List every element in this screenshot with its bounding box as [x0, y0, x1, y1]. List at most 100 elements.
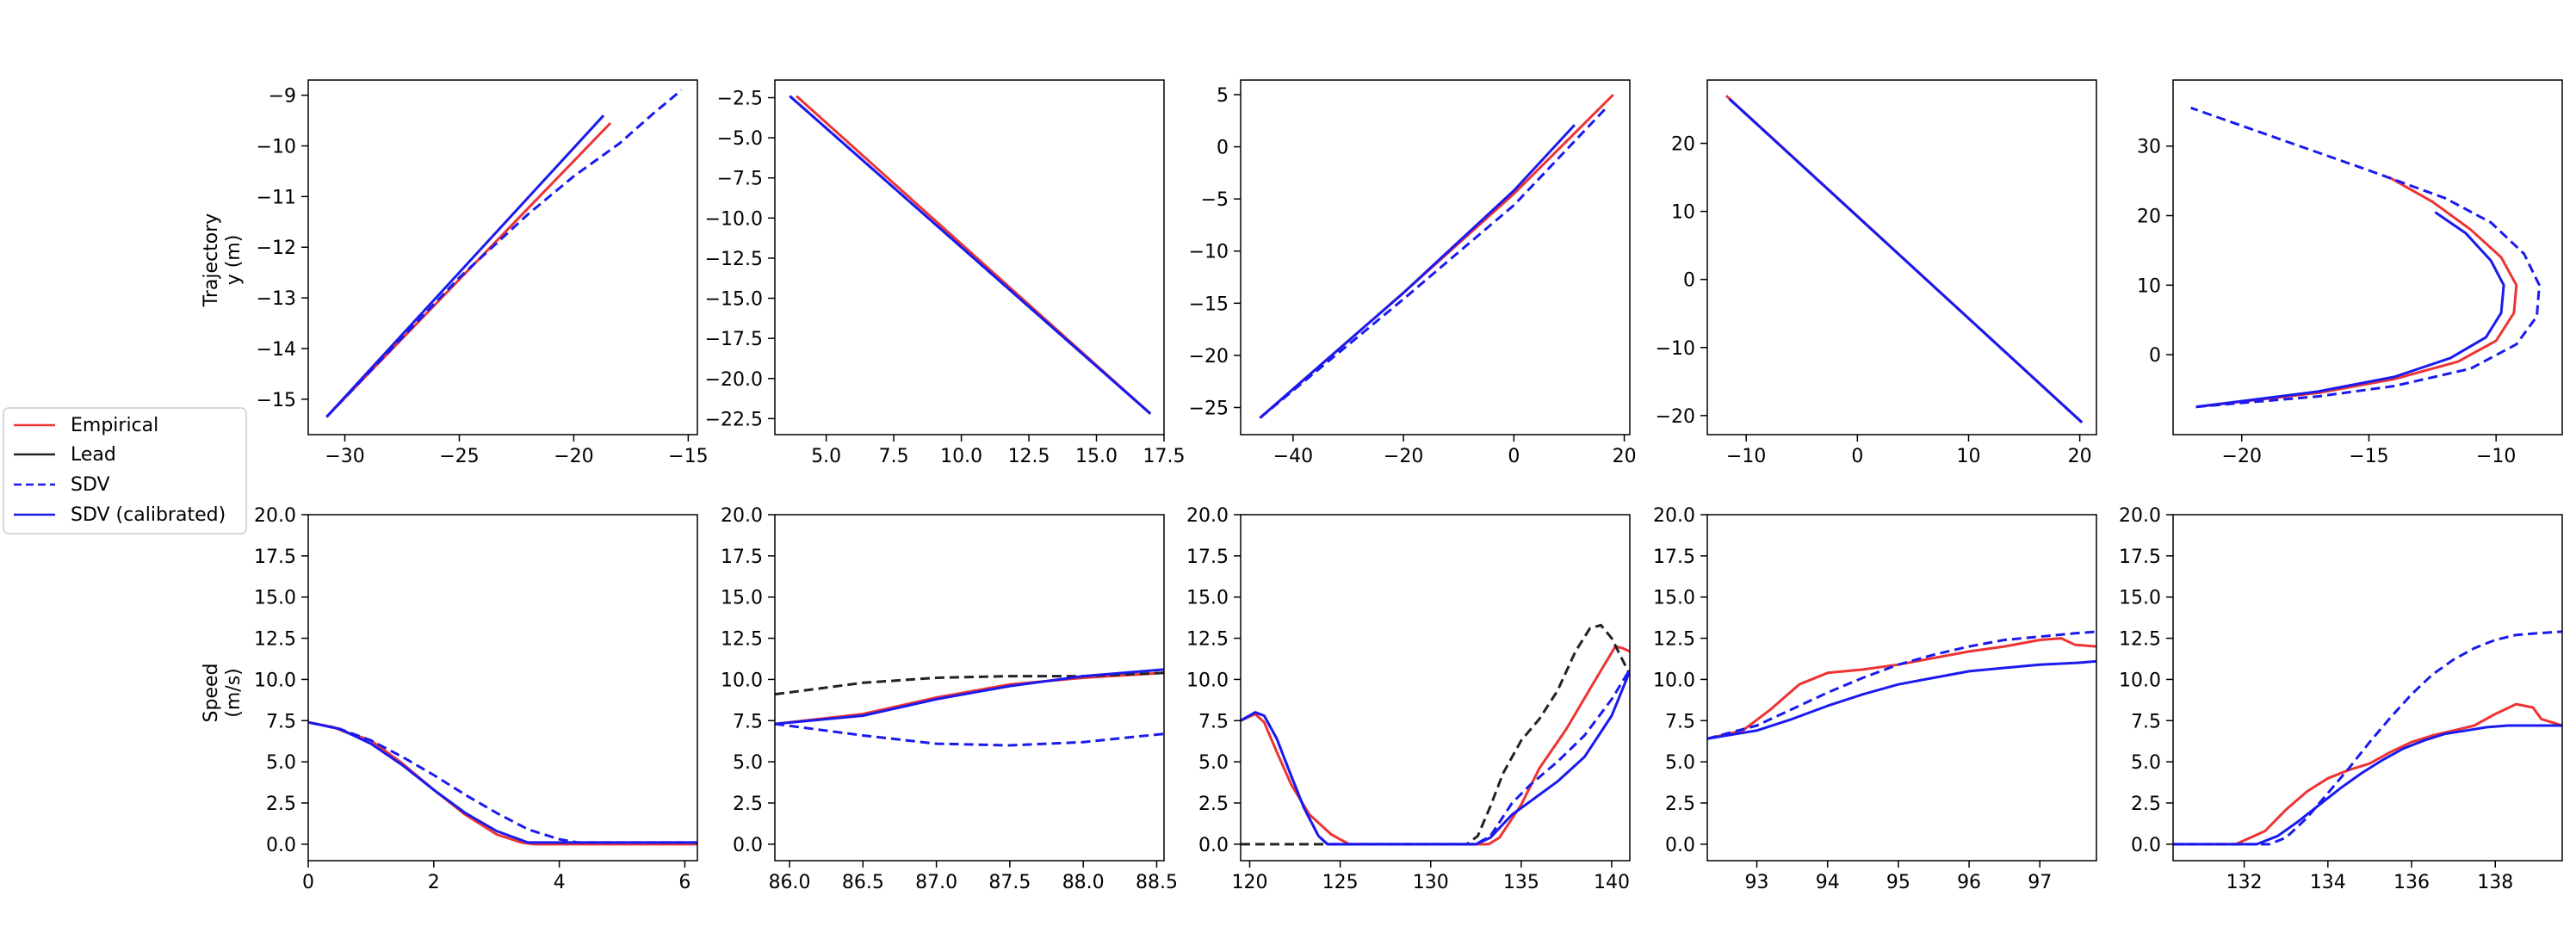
y-tick-label: 15.0 [254, 588, 296, 609]
x-tick-label: 2 [428, 872, 440, 893]
y-tick-label: 5 [1217, 85, 1229, 107]
y-tick-label: −13 [257, 288, 296, 310]
x-tick-label: 125 [1322, 872, 1359, 893]
plot-frame [774, 514, 1165, 862]
y-tick-label: 0.0 [1665, 835, 1695, 856]
chart-trajectory-1: 5.0 7.5 10.0 12.5 15.0 17.5 −2.5 −5.0 −7.5 −10.0 −… [705, 79, 1186, 467]
y-tick-label: 10.0 [2119, 670, 2161, 691]
series-group [2190, 106, 2541, 409]
y-tick-label: 7.5 [1198, 711, 1229, 732]
y-tick-label: −20 [1189, 346, 1229, 368]
x-tick-label: 138 [2477, 872, 2513, 893]
x-tick-label: −10 [2476, 446, 2516, 467]
x-tick-label: 5.0 [811, 446, 841, 467]
y-tick-label: 5.0 [266, 752, 296, 774]
x-tick-label: 134 [2310, 872, 2346, 893]
x-tick-label: 135 [1503, 872, 1539, 893]
y-tick-label: 15.0 [721, 588, 763, 609]
legend-label: SDV [71, 474, 110, 496]
y-tick-label: −20.0 [705, 369, 763, 391]
x-tick-label: −10 [1726, 446, 1766, 467]
series-line-empirical [1707, 637, 2096, 740]
y-tick-label: 0.0 [733, 835, 763, 856]
x-tick-label: 87.5 [988, 872, 1031, 893]
y-tick-label: −7.5 [717, 169, 763, 190]
series-line-sdv-calibrated [1728, 97, 2084, 423]
y-tick-label: 2.5 [266, 794, 296, 815]
series-line-empirical [1259, 93, 1614, 419]
x-tick-label: 17.5 [1143, 446, 1186, 467]
series-line-sdv-calibrated [1707, 659, 2096, 740]
y-tick-label: 30 [2137, 137, 2161, 158]
series-line-sdv-calibrated [2195, 211, 2505, 409]
series-line-sdv-calibrated [1241, 670, 1630, 846]
plot-frame [774, 79, 1165, 436]
y-tick-label: 20.0 [1186, 505, 1229, 527]
y-tick-label: 20.0 [1653, 505, 1695, 527]
plot-frame [307, 79, 698, 436]
x-tick-label: 15.0 [1075, 446, 1118, 467]
series-line-sdv-calibrated [775, 668, 1164, 726]
y-tick-label: 20 [2137, 207, 2161, 228]
y-tick-label: 0 [2149, 345, 2161, 367]
legend-label: Empirical [71, 415, 158, 436]
x-tick-label: 93 [1745, 872, 1769, 893]
plot-frame [1240, 79, 1631, 436]
panels: −30 −25 −20 −15 −15 −14 −13 −12 −11 −10 −9 5.0 7.5 10… [254, 79, 2563, 893]
series-line-sdv [2190, 106, 2541, 409]
x-tick-label: 0 [302, 872, 314, 893]
y-tick-label: −11 [257, 187, 296, 208]
legend-entry: Lead [14, 444, 116, 466]
series-group [1241, 623, 1630, 846]
x-tick-label: 140 [1594, 872, 1630, 893]
x-tick-label: 20 [2068, 446, 2092, 467]
legend-label: SDV (calibrated) [71, 504, 226, 526]
y-tick-label: 2.5 [1665, 794, 1695, 815]
x-tick-label: 132 [2226, 872, 2263, 893]
y-tick-label: −20 [1656, 406, 1695, 428]
y-tick-label: 7.5 [1665, 711, 1695, 732]
x-tick-label: 130 [1413, 872, 1449, 893]
y-tick-label: −10 [1656, 338, 1695, 360]
y-tick-label: 17.5 [254, 547, 296, 568]
y-tick-label: 12.5 [254, 629, 296, 651]
series-group [1707, 630, 2096, 740]
series-line-empirical [1241, 645, 1630, 846]
y-tick-label: 0.0 [1198, 835, 1229, 856]
y-tick-label: 10 [1671, 202, 1695, 224]
x-tick-label: −15 [668, 446, 708, 467]
series-line-sdv-calibrated [308, 720, 697, 844]
series-line-sdv [1241, 669, 1630, 846]
x-tick-label: −30 [325, 446, 364, 467]
row-label-speed-line1: Speed [201, 664, 222, 723]
series-line-lead [1241, 623, 1630, 846]
x-tick-label: 88.0 [1062, 872, 1105, 893]
y-tick-label: 10 [2137, 275, 2161, 297]
legend: Empirical Lead SDV SDV (calibrated) [3, 407, 247, 534]
x-tick-label: −20 [554, 446, 593, 467]
series-line-sdv [1707, 630, 2096, 740]
series-group [775, 668, 1164, 747]
chart-speed-1: 86.0 86.5 87.0 87.5 88.0 88.5 0.0 2.5 5.0 7.5 10.0… [721, 505, 1178, 893]
y-tick-label: −5 [1201, 189, 1229, 211]
y-tick-label: 2.5 [1198, 794, 1229, 815]
y-tick-label: 5.0 [1198, 752, 1229, 774]
series-line-sdv [775, 722, 1164, 747]
series-line-sdv-calibrated [789, 95, 1152, 415]
chart-speed-3: 93 94 95 96 97 0.0 2.5 5.0 7.5 10.0 12.5 15.0 17.5 20… [1653, 505, 2097, 893]
x-tick-label: 0 [1508, 446, 1520, 467]
y-tick-label: −10 [1189, 242, 1229, 263]
x-tick-label: 10.0 [940, 446, 982, 467]
y-tick-label: 7.5 [266, 711, 296, 732]
chart-speed-4: 132 134 136 138 0.0 2.5 5.0 7.5 10.0 12.5 15.0 17.5… [2119, 505, 2563, 893]
y-tick-label: 10.0 [1653, 670, 1695, 691]
x-tick-label: 6 [678, 872, 690, 893]
y-tick-label: 12.5 [2119, 629, 2161, 651]
row-label-trajectory: Trajectory y (m) [201, 213, 245, 308]
y-tick-label: 20 [1671, 134, 1695, 156]
y-tick-label: −22.5 [705, 409, 763, 430]
y-tick-label: 15.0 [2119, 588, 2161, 609]
series-group [325, 89, 683, 418]
legend-label: Lead [71, 444, 116, 466]
